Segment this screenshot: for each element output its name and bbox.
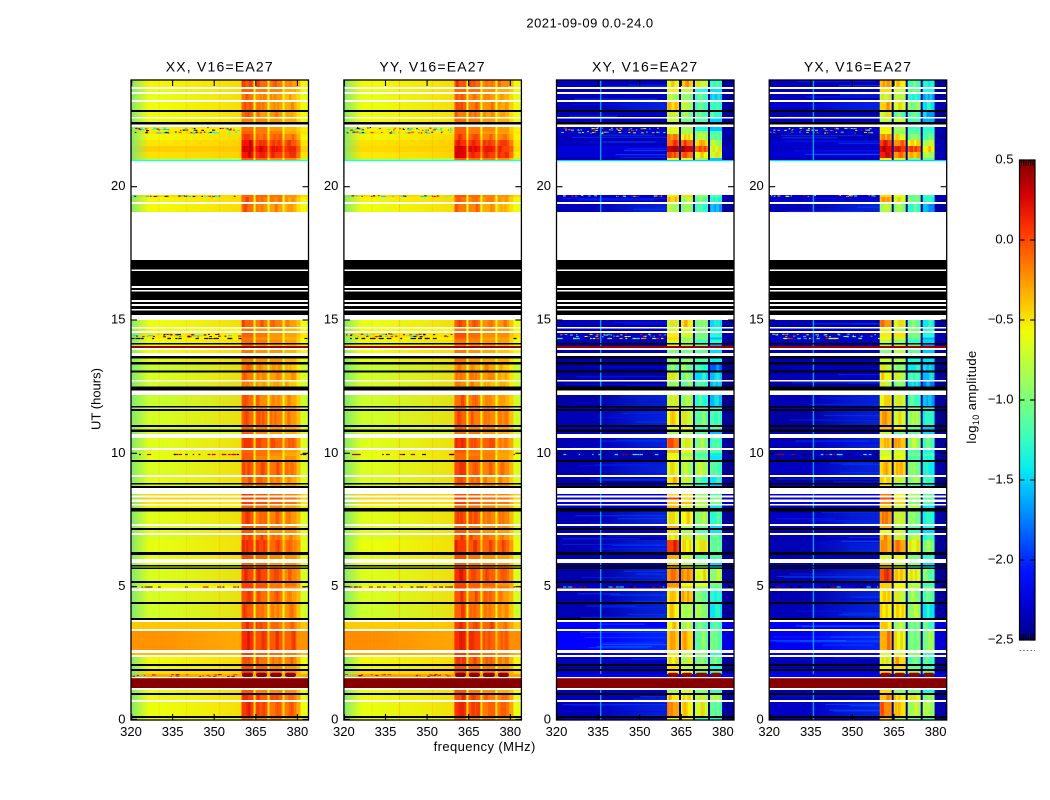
svg-text:380: 380: [712, 724, 734, 739]
svg-text:350: 350: [629, 724, 651, 739]
svg-text:15: 15: [749, 312, 763, 327]
svg-text:365: 365: [883, 724, 905, 739]
svg-text:frequency (MHz): frequency (MHz): [434, 739, 536, 754]
svg-text:380: 380: [925, 724, 947, 739]
svg-text:320: 320: [546, 724, 568, 739]
svg-text:5: 5: [118, 578, 125, 593]
svg-text:10: 10: [111, 445, 125, 460]
svg-text:10: 10: [324, 445, 338, 460]
svg-text:XX, V16=EA27: XX, V16=EA27: [166, 59, 274, 75]
svg-text:350: 350: [842, 724, 864, 739]
svg-text:335: 335: [375, 724, 397, 739]
svg-text:335: 335: [162, 724, 184, 739]
svg-text:20: 20: [111, 178, 125, 193]
svg-text:335: 335: [587, 724, 609, 739]
svg-text:380: 380: [287, 724, 309, 739]
svg-text:15: 15: [324, 312, 338, 327]
svg-text:350: 350: [416, 724, 438, 739]
svg-text:0: 0: [756, 712, 763, 727]
svg-text:320: 320: [333, 724, 355, 739]
svg-text:20: 20: [324, 178, 338, 193]
svg-text:365: 365: [245, 724, 267, 739]
svg-text:20: 20: [749, 178, 763, 193]
svg-text:335: 335: [800, 724, 822, 739]
svg-text:0: 0: [544, 712, 551, 727]
svg-text:5: 5: [331, 578, 338, 593]
svg-text:380: 380: [499, 724, 521, 739]
svg-text:10: 10: [749, 445, 763, 460]
svg-text:365: 365: [670, 724, 692, 739]
svg-text:20: 20: [537, 178, 551, 193]
svg-text:2021-09-09 0.0-24.0: 2021-09-09 0.0-24.0: [526, 15, 653, 30]
svg-text:0: 0: [118, 712, 125, 727]
svg-text:365: 365: [458, 724, 480, 739]
svg-text:10: 10: [537, 445, 551, 460]
svg-text:350: 350: [203, 724, 225, 739]
svg-text:YX, V16=EA27: YX, V16=EA27: [804, 59, 912, 75]
svg-text:YY, V16=EA27: YY, V16=EA27: [379, 59, 485, 75]
svg-text:XY, V16=EA27: XY, V16=EA27: [592, 59, 698, 75]
svg-text:5: 5: [756, 578, 763, 593]
svg-text:320: 320: [758, 724, 780, 739]
svg-text:320: 320: [120, 724, 142, 739]
svg-text:15: 15: [537, 312, 551, 327]
svg-text:15: 15: [111, 312, 125, 327]
svg-text:5: 5: [544, 578, 551, 593]
svg-text:0: 0: [331, 712, 338, 727]
svg-text:UT (hours): UT (hours): [89, 368, 104, 430]
